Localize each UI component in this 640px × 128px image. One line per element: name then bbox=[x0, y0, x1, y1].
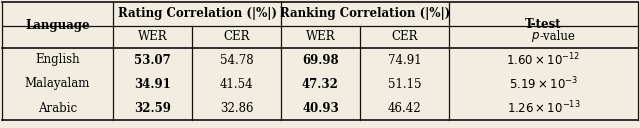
Text: Language: Language bbox=[25, 19, 90, 31]
Text: 34.91: 34.91 bbox=[134, 77, 171, 90]
Text: T-test: T-test bbox=[525, 19, 562, 31]
Text: -value: -value bbox=[540, 30, 575, 44]
Text: 54.78: 54.78 bbox=[220, 54, 253, 67]
Text: $1.26 \times 10^{-13}$: $1.26 \times 10^{-13}$ bbox=[507, 100, 580, 116]
Text: 69.98: 69.98 bbox=[302, 54, 339, 67]
Text: CER: CER bbox=[391, 30, 418, 44]
Text: 46.42: 46.42 bbox=[388, 102, 421, 115]
Text: WER: WER bbox=[138, 30, 167, 44]
Text: Ranking Correlation (|%|): Ranking Correlation (|%|) bbox=[280, 8, 450, 20]
Text: 41.54: 41.54 bbox=[220, 77, 253, 90]
Text: $5.19 \times 10^{-3}$: $5.19 \times 10^{-3}$ bbox=[509, 76, 578, 92]
Text: Malayalam: Malayalam bbox=[25, 77, 90, 90]
Text: 74.91: 74.91 bbox=[388, 54, 421, 67]
Text: WER: WER bbox=[306, 30, 335, 44]
Text: 53.07: 53.07 bbox=[134, 54, 171, 67]
Text: Arabic: Arabic bbox=[38, 102, 77, 115]
Text: 32.59: 32.59 bbox=[134, 102, 171, 115]
Text: $p$: $p$ bbox=[531, 30, 540, 44]
Text: English: English bbox=[35, 54, 80, 67]
Text: 51.15: 51.15 bbox=[388, 77, 421, 90]
Text: Rating Correlation (|%|): Rating Correlation (|%|) bbox=[118, 8, 276, 20]
Text: $1.60 \times 10^{-12}$: $1.60 \times 10^{-12}$ bbox=[506, 52, 580, 68]
Text: 40.93: 40.93 bbox=[302, 102, 339, 115]
Text: 47.32: 47.32 bbox=[302, 77, 339, 90]
Text: 32.86: 32.86 bbox=[220, 102, 253, 115]
Text: CER: CER bbox=[223, 30, 250, 44]
